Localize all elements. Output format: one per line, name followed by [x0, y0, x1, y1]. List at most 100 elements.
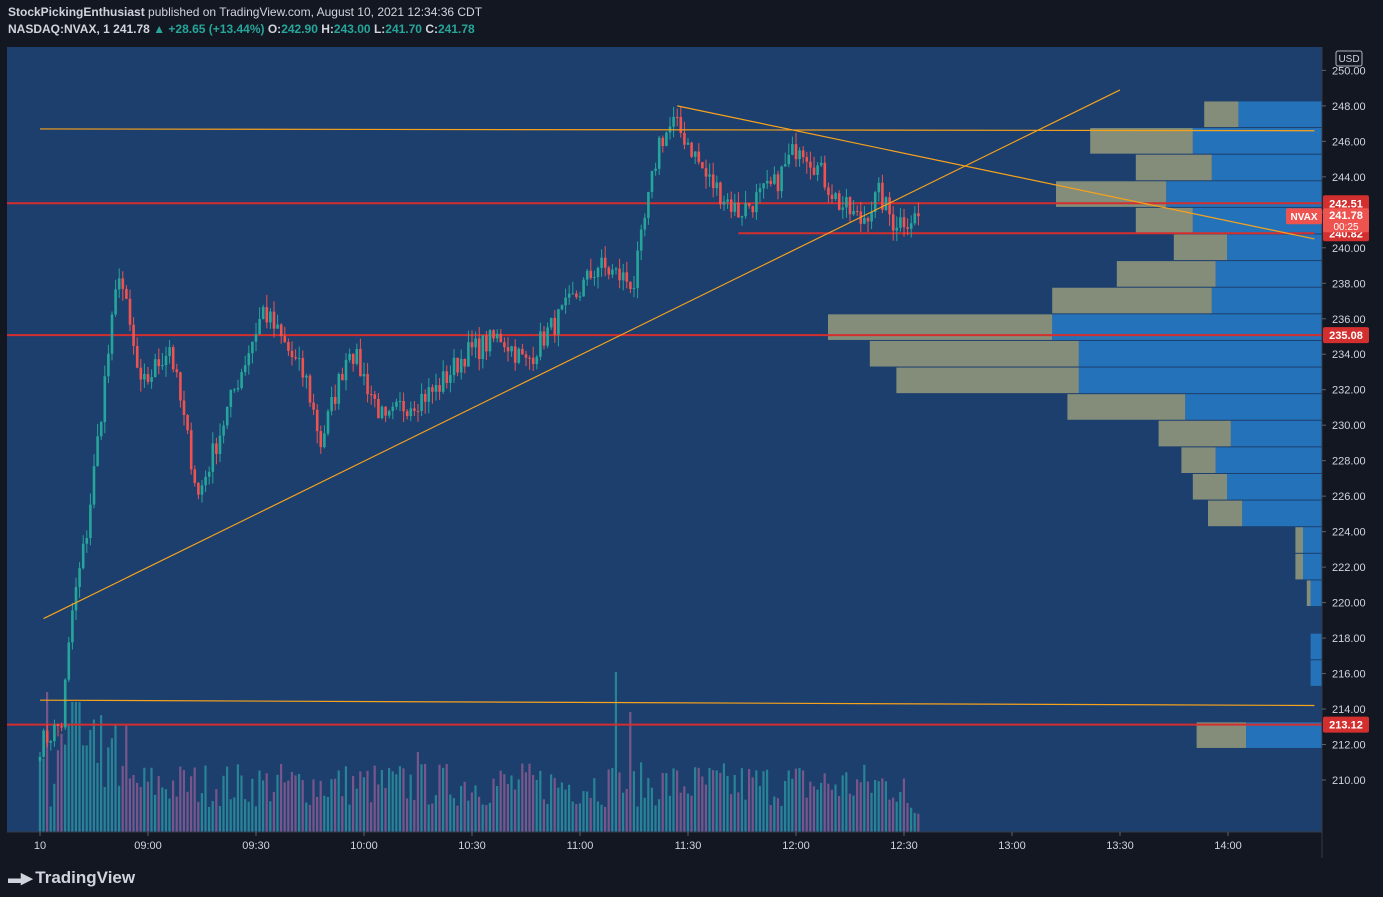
volume-bar: [560, 782, 563, 832]
volume-bar: [535, 779, 538, 832]
volume-bar: [402, 768, 405, 832]
volume-bar: [136, 782, 139, 832]
volume-bar: [733, 774, 736, 832]
volume-bar: [722, 763, 725, 832]
candle-body: [704, 168, 708, 177]
volume-bar: [834, 784, 837, 832]
candle-body: [225, 406, 229, 426]
candle-body: [650, 170, 654, 192]
volume-bar: [474, 785, 477, 832]
volume-bar: [798, 768, 801, 832]
volume-bar: [629, 712, 632, 832]
vp-row-up: [1227, 234, 1322, 261]
candle-body: [67, 642, 71, 680]
price-chart[interactable]: 210.00 212.00 214.00 216.00 218.00 220.00 222.…: [0, 0, 1383, 860]
volume-bar: [262, 780, 265, 832]
symbol-label[interactable]: NASDAQ:NVAX, 1: [8, 22, 110, 36]
candle-body: [485, 335, 488, 352]
volume-bar: [730, 794, 733, 832]
volume-bar: [496, 785, 499, 832]
candle-body: [441, 371, 445, 392]
level-price-badge: [1323, 716, 1369, 733]
y-tick-label: 220.00: [1332, 598, 1366, 610]
candle-body: [492, 330, 495, 339]
currency-badge[interactable]: USD: [1335, 50, 1363, 67]
publisher-name[interactable]: StockPickingEnthusiast: [8, 5, 145, 19]
volume-bar: [604, 806, 607, 832]
volume-bar: [434, 795, 437, 832]
candle-body: [708, 174, 711, 177]
volume-bar: [172, 780, 175, 832]
volume-bar: [820, 782, 823, 832]
candle-body: [895, 227, 899, 231]
vp-row-up: [1215, 447, 1322, 473]
y-tick-label: 216.00: [1332, 669, 1366, 681]
volume-bar: [64, 744, 67, 832]
volume-bar: [452, 798, 455, 832]
volume-bar: [794, 768, 797, 832]
tv-logo-icon: ▬▶: [8, 870, 33, 887]
volume-bar: [82, 745, 85, 832]
candle-body: [585, 270, 589, 280]
volume-bar: [704, 784, 707, 832]
candle-body: [618, 268, 621, 281]
volume-bar: [488, 802, 491, 832]
volume-bar: [503, 774, 506, 832]
volume-bar: [118, 785, 121, 832]
vp-row-down: [1192, 473, 1227, 500]
volume-bar: [49, 806, 52, 832]
candle-body: [438, 385, 441, 392]
volume-bar: [668, 795, 671, 832]
candle-body: [578, 296, 582, 298]
volume-bar: [845, 772, 848, 832]
vp-row-down: [1295, 553, 1303, 580]
trendlines[interactable]: [39, 89, 1315, 707]
candle-body: [330, 396, 333, 412]
candle-body: [247, 353, 251, 366]
plot-area[interactable]: [7, 47, 1322, 832]
volume-bar: [805, 797, 808, 832]
volume-bar: [337, 770, 340, 832]
volume-bar: [222, 775, 225, 832]
volume-bar: [780, 805, 783, 832]
vp-row-down: [1116, 261, 1216, 287]
high-value: 243.00: [333, 22, 371, 36]
x-axis[interactable]: 10 09:00 09:30 10:00 10:30 11:00 11:30 12:00 12:…: [34, 832, 1242, 852]
symbol-badge-text: NVAX: [1290, 212, 1317, 223]
candle-body: [877, 182, 881, 193]
candle-body: [560, 305, 564, 310]
candle-body: [794, 144, 798, 160]
candle-body: [647, 191, 650, 218]
volume-bar: [377, 784, 380, 832]
volume-bar: [125, 725, 128, 832]
candle-body: [463, 358, 467, 367]
vp-row-down: [1208, 500, 1243, 527]
candle-body: [272, 311, 276, 329]
candle-body: [175, 369, 179, 373]
volume-bar: [679, 792, 682, 832]
volume-bar: [305, 802, 308, 832]
volume-bar: [406, 798, 409, 832]
candle-body: [373, 394, 377, 399]
candle-body: [312, 402, 315, 410]
volume-bar: [229, 799, 232, 832]
volume-bar: [74, 702, 77, 832]
candle-body: [600, 257, 603, 268]
candle-body: [575, 293, 578, 298]
volume-bar: [892, 797, 895, 832]
candle-body: [729, 199, 733, 212]
y-axis[interactable]: 210.00 212.00 214.00 216.00 218.00 220.00 222.…: [1322, 65, 1366, 787]
candle-body: [449, 375, 452, 383]
volume-bar: [542, 799, 545, 832]
candle-body: [351, 353, 355, 364]
candle-body: [852, 210, 855, 215]
candle-body: [834, 193, 837, 200]
candle-body: [60, 725, 63, 728]
candle-body: [495, 333, 499, 339]
candle-body: [503, 342, 506, 348]
last-price: 241.78: [113, 22, 150, 36]
low-label: L:: [373, 22, 386, 36]
tradingview-logo[interactable]: ▬▶ TradingView: [8, 868, 135, 888]
y-tick-label: 246.00: [1332, 136, 1366, 148]
candle-body: [661, 137, 665, 146]
